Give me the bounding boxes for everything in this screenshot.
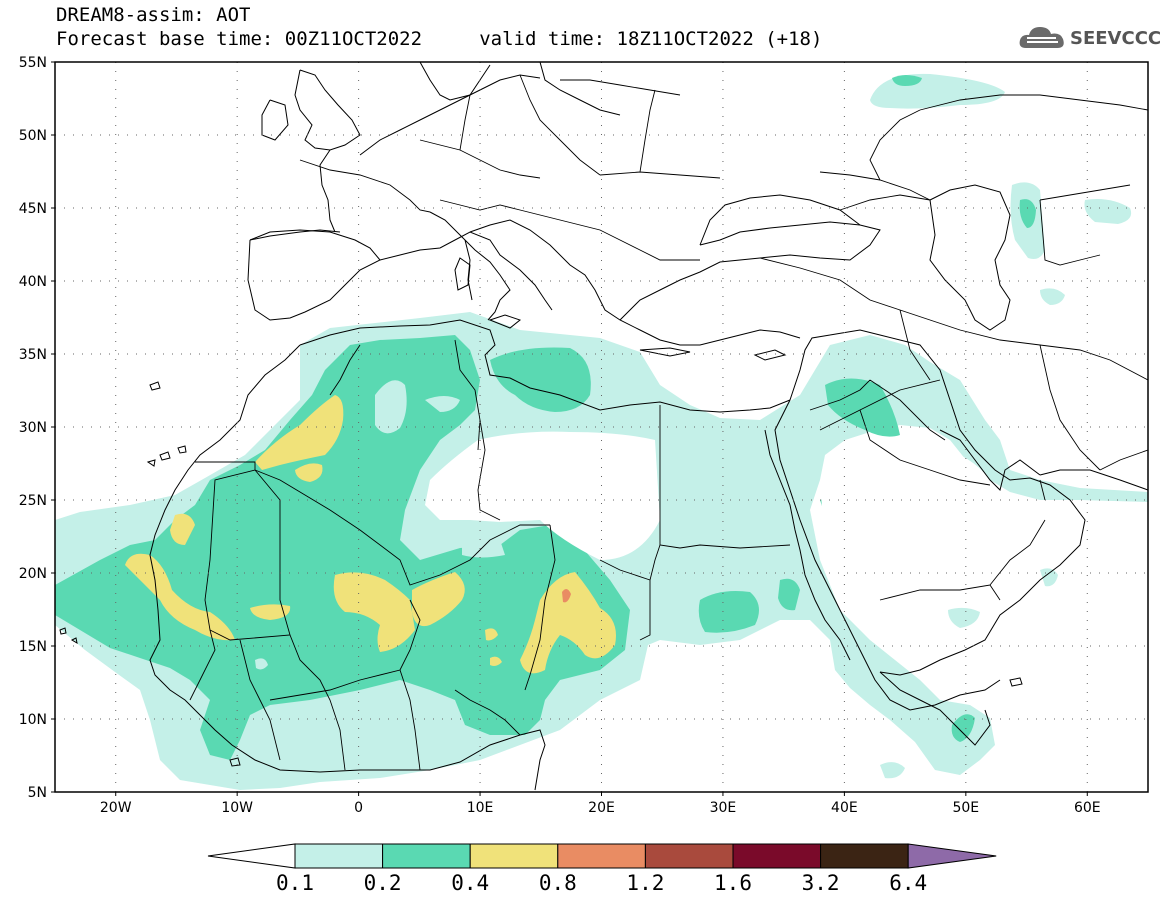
lon-label: 30E (710, 800, 737, 816)
aot-level-0-4 (125, 395, 616, 674)
forecast-times: Forecast base time: 00Z11OCT2022 valid t… (56, 28, 823, 50)
latitude-labels: 55N 50N 45N 40N 35N 30N 25N 20N 15N 10N 5N (19, 55, 55, 801)
lat-label: 45N (19, 201, 47, 217)
colorbar-swatch (644, 843, 734, 869)
borders (189, 74, 1148, 771)
colorbar-swatch (820, 843, 909, 869)
lat-label: 35N (19, 347, 47, 363)
lon-label: 10E (467, 800, 494, 816)
colorbar-swatch (557, 843, 646, 869)
colorbar-label: 0.1 (276, 871, 314, 895)
colorbar-label: 1.2 (626, 871, 664, 895)
lat-label: 30N (19, 420, 47, 436)
lat-label: 20N (19, 566, 47, 582)
colorbar-label: 3.2 (802, 871, 840, 895)
colorbar-swatch (382, 843, 471, 869)
lat-label: 5N (28, 785, 47, 801)
lon-label: 60E (1074, 800, 1101, 816)
lon-label: 20E (588, 800, 615, 816)
lon-label: 50E (952, 800, 979, 816)
aot-level-0-2 (55, 75, 1036, 760)
lon-label: 10W (221, 800, 253, 816)
lon-label: 20W (100, 800, 132, 816)
lat-label: 50N (19, 128, 47, 144)
map-title: DREAM8-assim: AOT (56, 4, 251, 26)
aot-gap (255, 380, 505, 670)
logo-text: SEEVCCC (1070, 27, 1162, 49)
aot-level-0-8 (562, 588, 571, 603)
lat-label: 15N (19, 639, 47, 655)
colorbar-swatch (294, 843, 384, 869)
colorbar-swatch (469, 843, 559, 869)
colorbar-label: 0.8 (539, 871, 577, 895)
lat-label: 25N (19, 493, 47, 509)
colorbar-left-arrow (207, 843, 296, 869)
colorbar-label: 1.6 (714, 871, 752, 895)
colorbar-label: 6.4 (889, 871, 927, 895)
colorbar-right-arrow (907, 843, 997, 869)
coastlines (59, 62, 1148, 791)
longitude-labels: 20W 10W 0 10E 20E 30E 40E 50E 60E (100, 792, 1101, 816)
lon-label: 0 (354, 800, 363, 816)
seevccc-logo: SEEVCCC (1018, 24, 1161, 52)
colorbar-swatch (732, 843, 822, 869)
lat-label: 55N (19, 55, 47, 71)
lat-label: 40N (19, 274, 47, 290)
colorbar-label: 0.2 (364, 871, 402, 895)
lat-label: 10N (19, 712, 47, 728)
lon-label: 40E (831, 800, 858, 816)
colorbar-label: 0.4 (451, 871, 489, 895)
aot-low (425, 431, 1004, 612)
cloud-icon (1019, 27, 1064, 48)
colorbar: 0.1 0.2 0.4 0.8 1.2 1.6 3.2 6.4 (207, 843, 997, 895)
aot-field (55, 73, 1148, 790)
